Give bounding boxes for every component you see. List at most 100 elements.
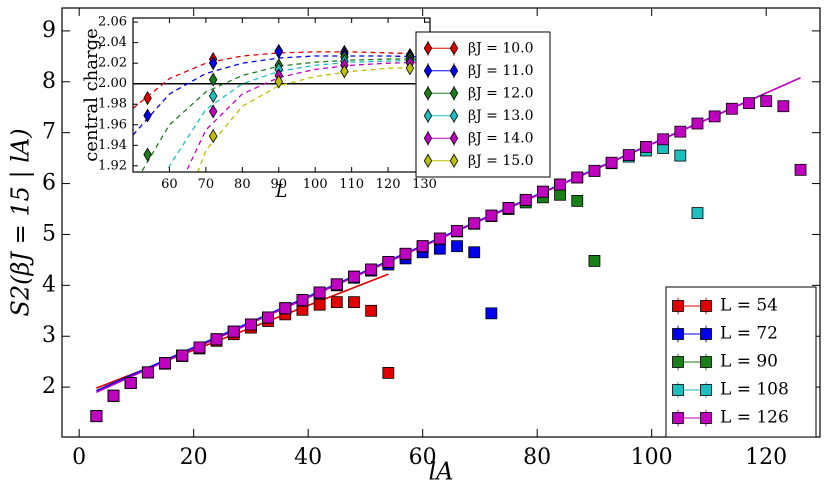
legend-label: L = 72 — [720, 324, 778, 344]
marker — [622, 149, 635, 161]
legend-label: βJ = 15.0 — [468, 153, 534, 169]
marker — [605, 156, 618, 169]
marker — [700, 412, 712, 424]
marker — [554, 188, 566, 201]
x-tick-label: 80 — [523, 445, 551, 470]
y-axis-label: central charge — [81, 28, 102, 162]
marker — [176, 349, 189, 362]
y-tick-label: 1.92 — [98, 158, 127, 173]
marker — [640, 141, 652, 153]
marker — [382, 256, 395, 268]
marker — [143, 91, 152, 106]
marker — [674, 125, 687, 138]
marker — [90, 410, 103, 423]
marker — [449, 131, 459, 146]
marker — [537, 185, 549, 198]
marker — [571, 171, 584, 184]
axes-background — [133, 18, 430, 172]
marker — [423, 153, 433, 168]
y-tick-label: 6 — [42, 171, 56, 196]
marker — [330, 296, 343, 309]
marker — [348, 270, 360, 283]
marker — [700, 300, 712, 312]
x-tick-label: 40 — [294, 445, 322, 470]
y-tick-label: 9 — [42, 18, 56, 43]
marker — [245, 318, 257, 331]
marker — [208, 56, 218, 71]
marker — [330, 278, 343, 291]
marker — [708, 110, 721, 123]
x-tick-label: 100 — [631, 445, 673, 470]
marker — [554, 178, 566, 191]
x-tick-label: 120 — [376, 177, 401, 192]
marker — [210, 333, 223, 346]
x-tick-label: 130 — [412, 177, 437, 192]
marker — [208, 129, 218, 144]
marker — [672, 328, 684, 340]
marker — [423, 108, 433, 123]
marker — [657, 133, 670, 146]
marker — [405, 61, 415, 76]
inset-plot: 60 70 80 90 100 110 120 130 1.92 1.94 1.96 1.98 2.00… — [81, 15, 551, 202]
marker — [672, 412, 684, 424]
marker — [399, 247, 412, 260]
marker — [143, 147, 152, 162]
marker — [208, 88, 218, 104]
marker — [672, 384, 684, 396]
marker — [141, 366, 154, 379]
legend-label: L = 108 — [720, 380, 789, 400]
marker — [124, 377, 137, 389]
x-tick-label: 20 — [180, 445, 208, 470]
marker — [313, 286, 326, 299]
y-tick-label: 2.00 — [98, 76, 127, 91]
y-tick-label: 3 — [42, 323, 56, 348]
y-tick-label: 1.94 — [98, 138, 127, 153]
marker — [451, 224, 463, 237]
marker — [449, 153, 459, 168]
y-tick-label: 5 — [42, 221, 56, 246]
y-tick-label: 2.06 — [98, 15, 127, 30]
marker — [296, 294, 309, 307]
x-tick-label: 100 — [303, 177, 328, 192]
y-tick-label: 2.02 — [98, 56, 127, 71]
marker — [340, 64, 349, 79]
x-axis-label: lA — [428, 458, 453, 486]
marker — [468, 217, 481, 230]
marker — [159, 357, 171, 370]
y-tick-label: 4 — [42, 272, 56, 297]
plot-clip — [90, 76, 807, 423]
marker — [485, 209, 498, 222]
marker — [700, 384, 712, 396]
marker — [468, 246, 481, 259]
legend-box — [415, 31, 551, 178]
marker — [143, 108, 152, 123]
marker — [313, 298, 326, 311]
y-tick-label: 2 — [42, 374, 56, 399]
y-tick-label: 2.04 — [98, 35, 127, 50]
marker — [279, 302, 292, 315]
x-tick-label: 0 — [72, 445, 86, 470]
plot-clip — [133, 43, 430, 172]
x-tick-label: 70 — [198, 177, 215, 192]
marker — [423, 41, 433, 56]
x-tick-label: 90 — [270, 177, 287, 192]
marker — [262, 311, 275, 324]
marker — [449, 86, 459, 101]
marker — [485, 307, 498, 320]
marker — [107, 389, 120, 402]
marker — [691, 207, 704, 219]
legend-label: βJ = 10.0 — [468, 40, 534, 56]
marker — [423, 131, 433, 146]
marker — [519, 193, 532, 206]
y-tick-label: 1.96 — [98, 117, 127, 132]
marker — [502, 202, 515, 214]
marker — [274, 44, 283, 59]
marker — [423, 86, 433, 101]
marker — [193, 341, 206, 354]
y-tick-label: 7 — [42, 120, 56, 145]
marker — [449, 63, 459, 78]
x-tick-label: 110 — [339, 177, 364, 192]
legend-label: βJ = 12.0 — [468, 85, 534, 101]
marker — [571, 194, 584, 207]
